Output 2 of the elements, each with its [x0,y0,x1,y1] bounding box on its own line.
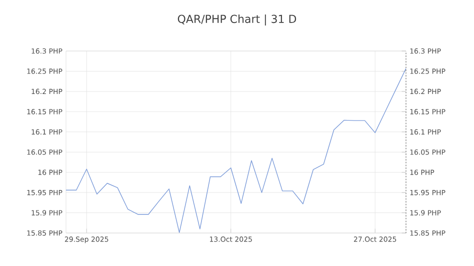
chart-title: QAR/PHP Chart | 31 D [178,14,296,26]
line-series [66,68,406,233]
